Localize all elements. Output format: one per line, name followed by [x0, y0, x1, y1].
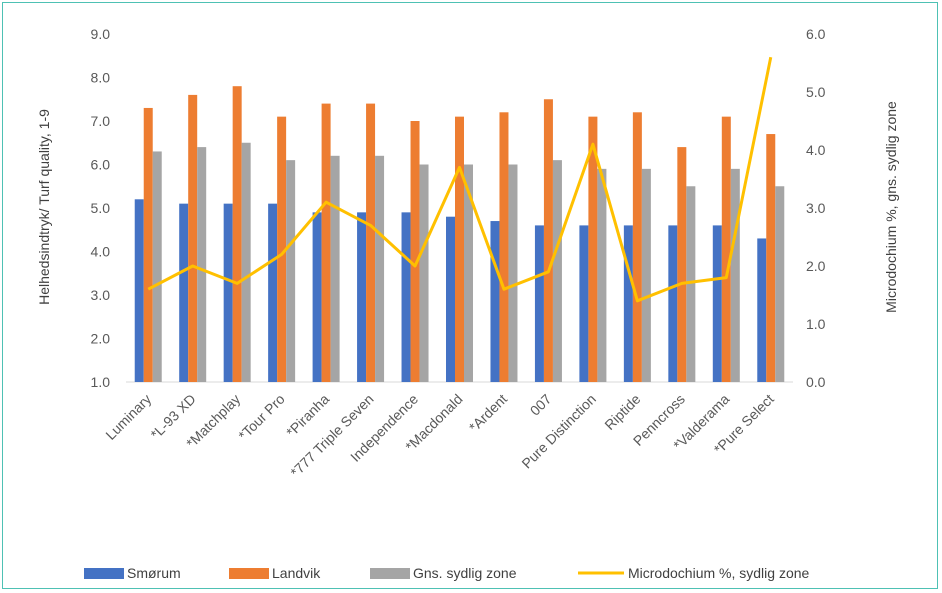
legend-label: Smørum: [127, 565, 181, 581]
bar-smorum: [134, 199, 144, 382]
right-axis-ticks: 6.0 5.0 4.0 3.0 2.0 1.0 0.0: [806, 26, 826, 390]
legend-swatch: [84, 568, 124, 579]
legend-label: Gns. sydlig zone: [413, 565, 517, 581]
bar-landvik: [632, 112, 642, 383]
bar-gns-sydlig-zone: [552, 160, 562, 382]
left-tick-label: 2.0: [91, 331, 111, 347]
right-tick-label: 3.0: [806, 200, 826, 216]
bar-gns-sydlig-zone: [286, 160, 296, 382]
bar-gns-sydlig-zone: [152, 151, 162, 382]
bar-landvik: [766, 134, 776, 382]
right-tick-label: 6.0: [806, 26, 826, 42]
bar-smorum: [579, 225, 589, 382]
bar-landvik: [499, 112, 509, 383]
bar-gns-sydlig-zone: [597, 168, 607, 382]
bar-gns-sydlig-zone: [197, 147, 207, 382]
bar-landvik: [277, 116, 287, 383]
bar-gns-sydlig-zone: [375, 155, 385, 382]
bar-smorum: [534, 225, 544, 382]
bar-smorum: [446, 216, 455, 382]
category-labels: Luminary*L-93 XD*Matchplay*Tour Pro*Pira…: [102, 391, 777, 481]
bars: [134, 86, 785, 383]
bar-landvik: [366, 103, 376, 382]
left-axis-title: Helhedsindtryk/ Turf quality, 1-9: [36, 109, 52, 305]
bar-landvik: [321, 103, 331, 382]
right-tick-label: 5.0: [806, 84, 826, 100]
bar-gns-sydlig-zone: [686, 186, 696, 382]
bar-smorum: [312, 212, 322, 382]
bar-smorum: [490, 221, 500, 382]
category-label: 007: [527, 391, 555, 419]
bar-smorum: [357, 212, 367, 382]
bar-landvik: [677, 147, 687, 382]
category-label: *Tour Pro: [235, 391, 288, 444]
bar-gns-sydlig-zone: [641, 168, 651, 382]
legend-label: Landvik: [272, 565, 321, 581]
bar-smorum: [401, 212, 411, 382]
left-tick-label: 4.0: [91, 244, 111, 260]
bar-gns-sydlig-zone: [419, 164, 429, 382]
bar-gns-sydlig-zone: [241, 142, 251, 382]
bar-landvik: [721, 116, 731, 383]
category-label: *Ardent: [466, 391, 510, 435]
bar-gns-sydlig-zone: [464, 164, 473, 382]
bar-landvik: [588, 116, 598, 383]
right-tick-label: 0.0: [806, 374, 826, 390]
right-tick-label: 2.0: [806, 258, 826, 274]
bar-landvik: [455, 116, 464, 383]
bar-gns-sydlig-zone: [330, 155, 340, 382]
category-label: *777 Triple Seven: [287, 391, 376, 480]
bar-landvik: [543, 99, 553, 382]
bar-smorum: [223, 203, 233, 382]
legend-label: Microdochium %, sydlig zone: [628, 565, 810, 581]
bar-smorum: [179, 203, 189, 382]
bar-smorum: [623, 225, 633, 382]
bar-landvik: [143, 107, 153, 382]
bar-smorum: [268, 203, 278, 382]
right-axis-title: Microdochium %, gns. sydlig zone: [883, 101, 899, 313]
microdochium-line-layer: [147, 56, 773, 303]
right-tick-label: 1.0: [806, 316, 826, 332]
legend-swatch: [370, 568, 410, 579]
bar-smorum: [668, 225, 678, 382]
right-tick-label: 4.0: [806, 142, 826, 158]
category-label: Riptide: [601, 391, 643, 433]
left-tick-label: 8.0: [91, 70, 111, 86]
legend: Smørum Landvik Gns. sydlig zone Microdochiu…: [84, 565, 810, 581]
bar-gns-sydlig-zone: [508, 164, 518, 382]
bar-gns-sydlig-zone: [775, 186, 785, 382]
bar-landvik: [188, 94, 198, 383]
bar-landvik: [232, 86, 242, 382]
category-label: Luminary: [102, 391, 154, 443]
left-tick-label: 5.0: [91, 200, 111, 216]
bar-gns-sydlig-zone: [730, 168, 740, 382]
bar-smorum: [712, 225, 722, 382]
left-tick-label: 3.0: [91, 287, 111, 303]
legend-swatch: [229, 568, 269, 579]
left-tick-label: 7.0: [91, 113, 111, 129]
left-axis-ticks: 9.0 8.0 7.0 6.0 5.0 4.0 3.0 2.0 1.0: [91, 26, 111, 390]
bar-smorum: [757, 238, 767, 382]
left-tick-label: 9.0: [91, 26, 111, 42]
left-tick-label: 1.0: [91, 374, 111, 390]
microdochium-line: [147, 56, 773, 303]
left-tick-label: 6.0: [91, 157, 111, 173]
bar-landvik: [410, 121, 420, 382]
